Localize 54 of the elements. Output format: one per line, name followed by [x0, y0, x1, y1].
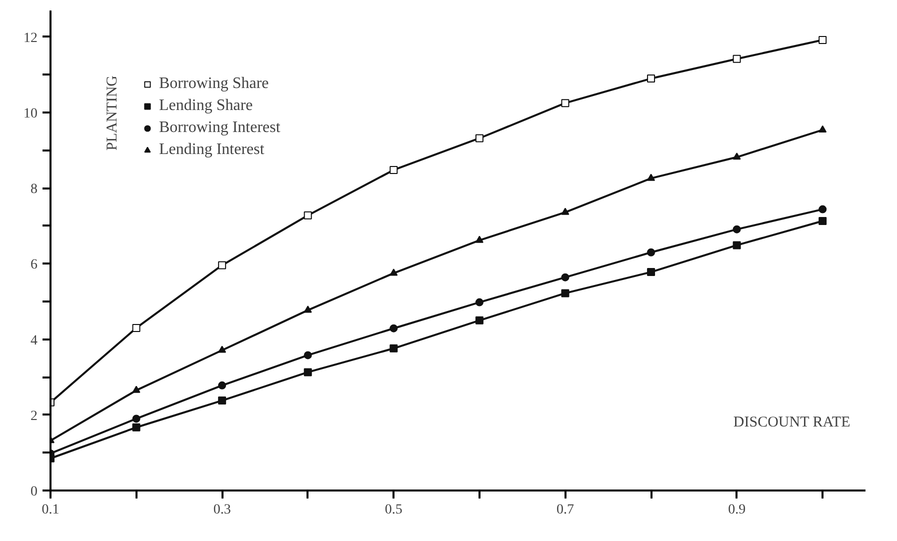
y-tick-label: 12: [24, 30, 38, 46]
point: [561, 289, 570, 298]
point: [132, 414, 140, 423]
legend-label: Borrowing Interest: [159, 119, 280, 137]
point: [561, 273, 570, 282]
point: [818, 125, 827, 132]
point: [732, 225, 741, 234]
point: [304, 368, 312, 376]
point: [218, 261, 226, 270]
point: [390, 268, 398, 276]
point: [475, 298, 484, 306]
y-axis-title: PLANTING: [104, 75, 120, 150]
point: [732, 54, 741, 63]
point: [390, 344, 398, 352]
legend-label: Borrowing Share: [159, 75, 269, 93]
point: [647, 268, 656, 276]
point: [561, 99, 570, 108]
y-tick-label: 4: [30, 333, 38, 348]
legend-label: Lending Interest: [159, 141, 264, 159]
point: [475, 236, 484, 243]
point: [218, 346, 226, 353]
point: [132, 386, 140, 393]
point: [475, 134, 484, 142]
point: [647, 74, 656, 83]
point: [304, 211, 312, 220]
point: [304, 351, 312, 360]
x-tick-label: 0.1: [42, 502, 60, 518]
point: [218, 381, 226, 390]
y-tick-label: 6: [30, 258, 38, 273]
legend-label: Lending Share: [159, 97, 253, 115]
point: [647, 248, 656, 256]
point: [818, 217, 827, 226]
y-tick-label: 8: [30, 182, 38, 198]
y-tick-label: 0: [30, 484, 38, 500]
point: [390, 324, 398, 332]
point: [732, 241, 741, 250]
x-tick-label: 0.9: [728, 502, 746, 518]
point: [304, 306, 312, 313]
point: [818, 205, 827, 214]
y-tick-label: 2: [30, 408, 38, 424]
x-tick-label: 0.5: [384, 502, 402, 518]
point: [132, 423, 140, 432]
point: [647, 174, 656, 181]
y-tick-label: 10: [24, 106, 38, 122]
x-tick-label: 0.7: [556, 502, 574, 518]
point: [818, 36, 827, 44]
point: [390, 166, 398, 174]
point: [561, 208, 570, 215]
x-axis-title: DISCOUNT RATE: [733, 414, 850, 430]
x-tick-label: 0.3: [213, 502, 231, 518]
point: [475, 316, 484, 324]
point: [732, 152, 741, 160]
point: [218, 396, 226, 405]
point: [132, 324, 140, 332]
